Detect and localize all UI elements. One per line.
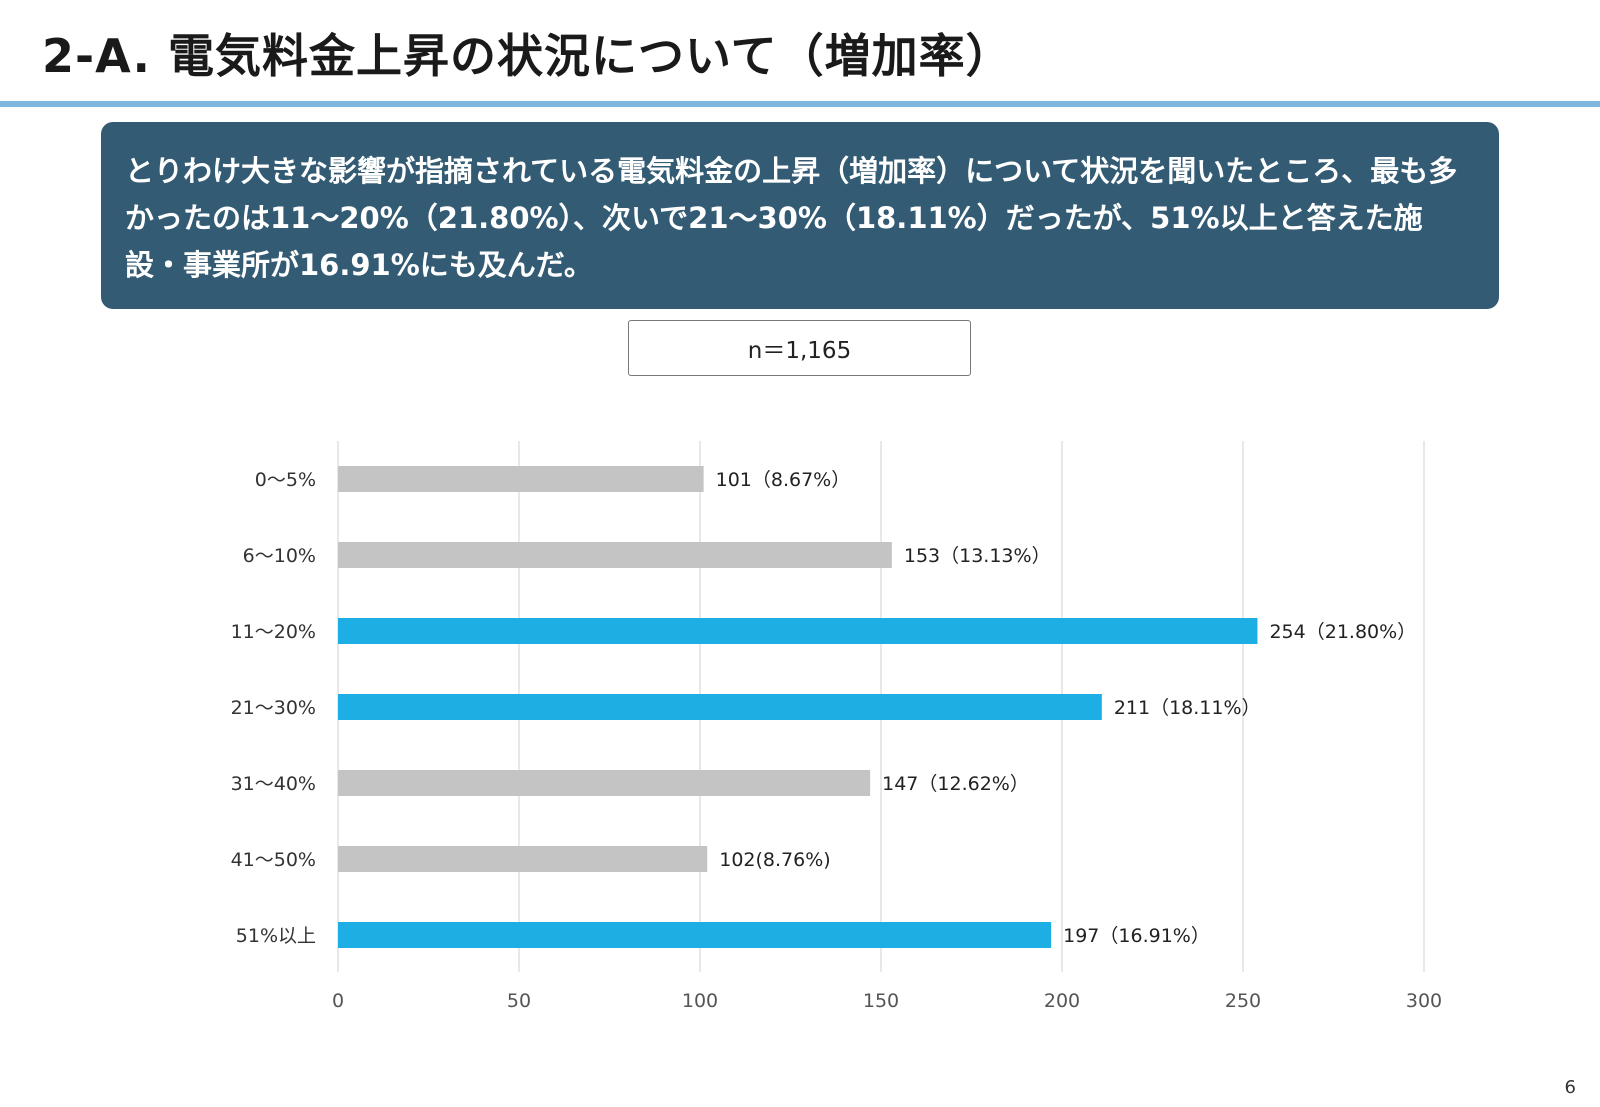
category-label-1: 6～10% — [243, 545, 316, 567]
chart-bars — [338, 466, 1258, 948]
category-label-2: 11～20% — [231, 621, 316, 643]
category-label-6: 51%以上 — [236, 925, 316, 947]
bar-6 — [338, 922, 1052, 948]
bar-1 — [338, 542, 892, 568]
x-tick-label-3: 150 — [863, 990, 899, 1012]
category-label-3: 21～30% — [231, 697, 316, 719]
category-label-5: 41～50% — [231, 849, 316, 871]
category-label-4: 31～40% — [231, 773, 316, 795]
x-tick-label-2: 100 — [682, 990, 718, 1012]
x-tick-label-1: 50 — [507, 990, 531, 1012]
sample-size-label: n＝1,165 — [747, 338, 852, 364]
bar-3 — [338, 694, 1102, 720]
data-label-2: 254（21.80%） — [1269, 621, 1416, 643]
data-label-6: 197（16.91%） — [1063, 925, 1210, 947]
category-label-0: 0～5% — [255, 469, 316, 491]
x-tick-label-5: 250 — [1225, 990, 1261, 1012]
title-underline — [0, 101, 1600, 107]
x-tick-label-6: 300 — [1406, 990, 1442, 1012]
bar-4 — [338, 770, 871, 796]
sample-size-box: n＝1,165 — [628, 320, 971, 376]
bar-5 — [338, 846, 708, 872]
bar-0 — [338, 466, 704, 492]
data-label-3: 211（18.11%） — [1114, 697, 1261, 719]
data-label-4: 147（12.62%） — [882, 773, 1029, 795]
summary-box: とりわけ大きな影響が指摘されている電気料金の上昇（増加率）について状況を聞いたと… — [101, 122, 1499, 309]
summary-text: とりわけ大きな影響が指摘されている電気料金の上昇（増加率）について状況を聞いたと… — [125, 154, 1458, 282]
page-number: 6 — [1564, 1077, 1576, 1098]
x-tick-label-0: 0 — [332, 990, 344, 1012]
bar-2 — [338, 618, 1258, 644]
page-title: 2-A. 電気料金上昇の状況について（増加率） — [42, 29, 1013, 83]
data-label-1: 153（13.13%） — [904, 545, 1051, 567]
data-label-0: 101（8.67%） — [716, 469, 851, 491]
data-label-5: 102(8.76%) — [719, 849, 830, 871]
x-tick-label-4: 200 — [1044, 990, 1080, 1012]
chart-labels: 0 50 100 150 200 250 300 0～5% 101（8.67%） 6～10% 153… — [231, 469, 1443, 1012]
